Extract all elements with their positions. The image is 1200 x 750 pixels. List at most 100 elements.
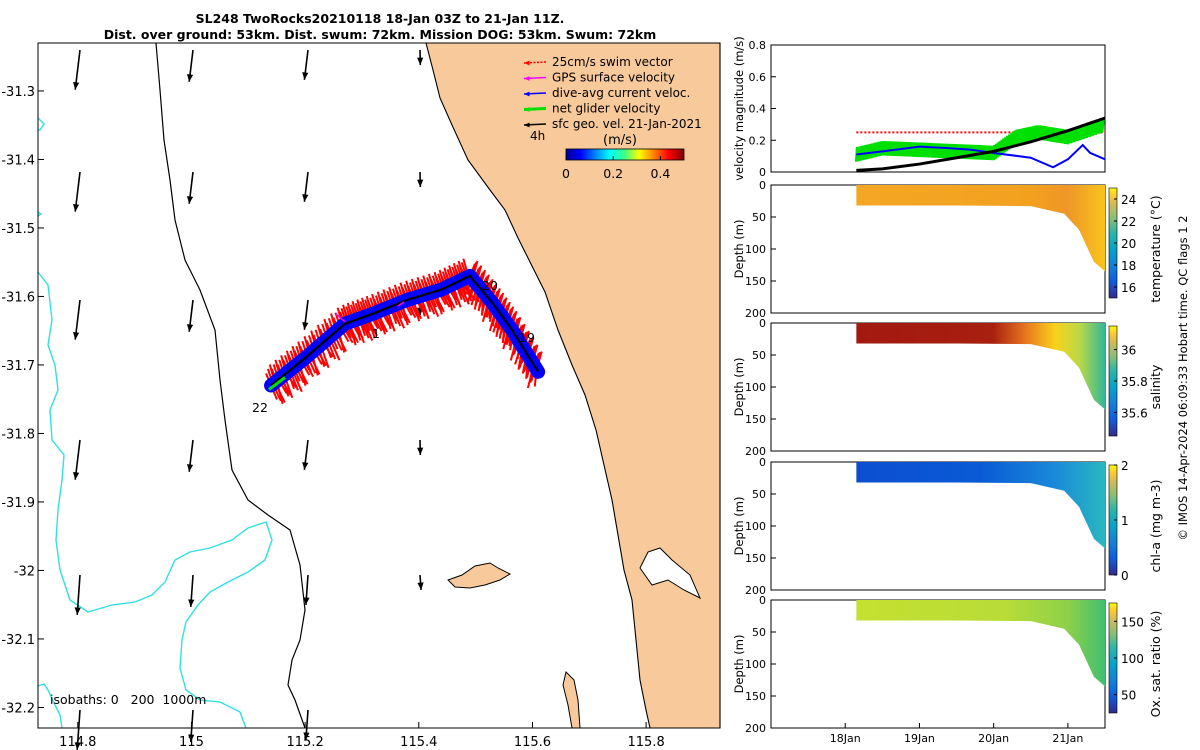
section-x-tick-label: 18Jan — [830, 732, 861, 745]
legend-arrow-head — [524, 122, 530, 128]
current-arrow-head — [302, 462, 309, 470]
current-arrow-head — [186, 196, 194, 204]
map-colorbar — [565, 148, 685, 161]
current-arrow-head — [417, 447, 424, 455]
section-y-tick-label: 100 — [745, 658, 766, 671]
map-y-tick-label: -32 — [14, 564, 35, 579]
section-x-tick-label: 21Jan — [1052, 732, 1083, 745]
section-colorbar-label: temperature (°C) — [1148, 195, 1163, 302]
section-colorbar-tick-label: 1 — [1121, 514, 1129, 528]
map-x-tick-labels: 114.8 115 115.2 115.4 115.6 115.8 — [59, 722, 665, 750]
section-colorbar-tick-label: 0 — [1121, 569, 1129, 583]
current-arrow-head — [303, 597, 310, 605]
legend-arrow-head — [524, 76, 530, 81]
map-x-tick-label: 115.8 — [628, 735, 665, 750]
map-y-tick-label: -31.5 — [1, 222, 35, 237]
legend-label: dive-avg current veloc. — [552, 86, 690, 100]
section-colorbar-tick-label: 18 — [1121, 259, 1136, 273]
current-arrow-head — [302, 194, 309, 202]
current-arrow-head — [73, 332, 80, 340]
colorbar-units: (m/s) — [603, 133, 637, 148]
map-y-tick-label: -32.1 — [1, 633, 35, 648]
map-x-tick-label: 114.8 — [59, 735, 96, 750]
current-arrow-head — [188, 734, 195, 742]
land-area — [425, 42, 721, 729]
section-y-tick-label: 100 — [745, 381, 766, 394]
current-arrow-head — [417, 57, 424, 65]
section-x-tick-label: 19Jan — [904, 732, 935, 745]
gps-surface-velocity — [397, 301, 405, 307]
section-y-tick-label: 100 — [745, 520, 766, 533]
map-x-tick-label: 115.2 — [287, 735, 324, 750]
section-data — [856, 323, 1105, 410]
section-y-tick-label: 0 — [759, 179, 766, 192]
legend-4h-label: 4h — [530, 129, 545, 143]
section-colorbar-tick-label: 24 — [1121, 193, 1136, 207]
colorbar-tick-label: 0.4 — [650, 166, 670, 181]
section-y-tick-label: 0 — [759, 594, 766, 607]
section-colorbar-label: salinity — [1148, 364, 1163, 409]
estuary — [639, 547, 702, 600]
isobath-1000m-d — [37, 211, 43, 217]
section-y-tick-label: 200 — [745, 584, 766, 597]
map-x-tick-label: 115 — [179, 735, 204, 750]
legend-arrow-head — [524, 91, 530, 97]
section-y-tick-label: 200 — [745, 445, 766, 458]
section-y-tick-label: 0 — [759, 456, 766, 469]
current-arrow-head — [74, 742, 81, 750]
section-y-tick-label: 50 — [752, 211, 766, 224]
section-colorbar-tick-label: 35.8 — [1121, 375, 1148, 389]
map-y-tick-label: -31.9 — [1, 496, 35, 511]
section-y-tick-label: 150 — [745, 413, 766, 426]
map-x-tick-label: 115.4 — [400, 735, 437, 750]
legend-label: net glider velocity — [552, 102, 660, 116]
section-data — [856, 600, 1105, 687]
current-arrow-head — [302, 322, 309, 330]
current-arrow-head — [417, 179, 424, 187]
section-y-tick-label: 200 — [745, 307, 766, 320]
section-colorbar-label: chl-a (mg m-3) — [1148, 480, 1163, 573]
net-glider-velocity — [268, 376, 286, 391]
section-x-tick-label: 20Jan — [978, 732, 1009, 745]
title-line-1: SL248 TwoRocks20210118 18-Jan 03Z to 21-… — [195, 11, 565, 26]
section-colorbar-tick-label: 150 — [1121, 615, 1144, 629]
current-arrow-head — [188, 599, 195, 607]
section-colorbar-tick-label: 36 — [1121, 344, 1136, 358]
section-colorbar-tick-label: 50 — [1121, 689, 1136, 703]
section-colorbar-tick-label: 35.6 — [1121, 406, 1148, 420]
garden-island — [562, 671, 581, 729]
current-arrow-head — [186, 74, 194, 82]
rottnest-island — [447, 562, 512, 589]
current-arrow-head — [74, 607, 81, 615]
section-colorbar-tick-label: 2 — [1121, 459, 1129, 473]
map-y-tick-label: -31.6 — [1, 290, 35, 305]
track-label: 19 — [519, 330, 535, 345]
track-label: 1 — [372, 326, 380, 341]
colorbar-tick-label: 0.2 — [603, 166, 623, 181]
map-panel: 20 19 1 22 114.8 115 115.2 115.4 115.6 115.8 -31… — [1, 42, 721, 750]
map-colorbar-ticks: 0 0.2 0.4 — [562, 156, 670, 181]
copyright-stamp: © IMOS 14-Apr-2024 06:09:33 Hobart time.… — [1176, 215, 1190, 541]
velocity-y-tick-label: 0.2 — [749, 134, 767, 147]
isobath-1000m-b — [37, 271, 273, 729]
current-arrow-head — [417, 582, 424, 590]
velocity-ylabel: velocity magnitude (m/s) — [732, 36, 746, 181]
section-y-tick-label: 100 — [745, 243, 766, 256]
section-data — [856, 462, 1105, 549]
isobath-1000m-c — [37, 683, 63, 729]
map-y-tick-label: -31.4 — [1, 153, 35, 168]
track-label: 20 — [482, 278, 498, 293]
glider-track: 20 19 1 22 — [252, 258, 546, 415]
surface-current-arrows — [73, 49, 424, 750]
map-y-tick-label: -31.8 — [1, 427, 35, 442]
section-ylabel: Depth (m) — [732, 220, 746, 279]
current-arrow-head — [73, 472, 80, 480]
velocity-y-tick-label: 0.4 — [749, 103, 767, 116]
velocity-y-tick-label: 0.8 — [749, 39, 767, 52]
isobath-200m — [155, 42, 306, 729]
map-axes — [37, 42, 721, 729]
current-arrow-head — [73, 204, 80, 212]
current-arrow-head — [303, 732, 310, 740]
